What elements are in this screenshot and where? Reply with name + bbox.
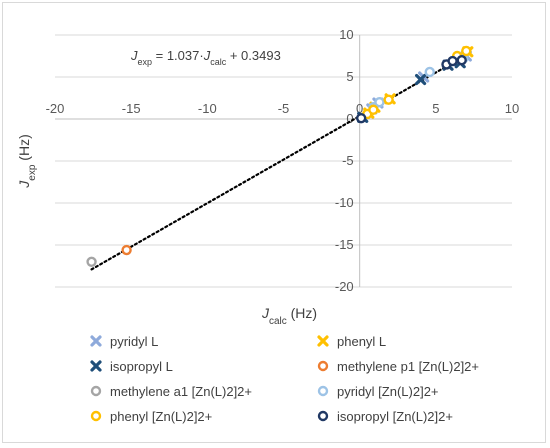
legend-label: isopropyl [Zn(L)2]2+ <box>337 408 453 424</box>
data-point <box>374 96 385 108</box>
y-axis-title: Jexp (Hz) <box>16 134 38 188</box>
data-point <box>461 45 472 57</box>
legend-label: isopropyl L <box>110 358 173 374</box>
legend-marker <box>90 360 102 372</box>
series-isopropyl-zn-l-2-2- <box>355 55 467 124</box>
x-tick-label: -15 <box>122 101 141 116</box>
legend-item: methylene a1 [Zn(L)2]2+ <box>88 383 252 399</box>
y-tick-label: -10 <box>335 195 354 210</box>
legend-symbol <box>317 335 329 347</box>
trendline <box>90 53 468 271</box>
x-tick-label: -20 <box>46 101 65 116</box>
x-tick-label: -10 <box>198 101 217 116</box>
data-point <box>121 244 132 256</box>
x-tick-label: -5 <box>278 101 290 116</box>
trendline-equation: Jexp = 1.037·Jcalc + 0.3493 <box>130 48 281 67</box>
y-tick-label: -5 <box>342 153 354 168</box>
chart-frame: -20 -15 -10 -5 0 5 10 -20 -15 -10 -5 0 5 10 Jexp = 1.0… <box>2 2 546 443</box>
legend-item: phenyl [Zn(L)2]2+ <box>88 408 212 424</box>
y-tick-label: -15 <box>335 237 354 252</box>
y-tick-label: 0 <box>346 111 353 126</box>
legend-marker <box>317 410 329 422</box>
legend-label: phenyl L <box>337 333 387 349</box>
y-tick-label: 5 <box>346 69 353 84</box>
legend-item: pyridyl L <box>88 333 158 349</box>
legend-item: phenyl L <box>315 333 386 349</box>
legend-item: pyridyl [Zn(L)2]2+ <box>315 383 439 399</box>
x-tick-label: 5 <box>432 101 439 116</box>
legend-item: methylene p1 [Zn(L)2]2+ <box>315 358 479 374</box>
data-point <box>355 112 367 124</box>
legend-symbol <box>90 335 102 347</box>
legend-marker <box>90 410 102 422</box>
legend-label: pyridyl [Zn(L)2]2+ <box>337 383 439 399</box>
legend-marker <box>90 335 102 347</box>
data-point <box>415 73 427 86</box>
data-point <box>86 256 97 267</box>
series-methylene-p1-zn-l-2-2- <box>121 244 132 256</box>
legend-item: isopropyl L <box>88 358 173 374</box>
data-point <box>424 66 435 78</box>
legend-marker <box>317 335 329 347</box>
legend-symbol <box>317 410 329 422</box>
legend-marker <box>317 360 329 372</box>
legend-symbol <box>90 385 102 397</box>
scatter-chart: -20 -15 -10 -5 0 5 10 -20 -15 -10 -5 0 5 10 Jexp = 1.0… <box>16 27 519 327</box>
legend-symbol <box>90 360 102 372</box>
data-point <box>447 55 458 67</box>
y-tick-label: -20 <box>335 279 354 294</box>
legend-marker <box>90 385 102 397</box>
legend-label: phenyl [Zn(L)2]2+ <box>110 408 213 424</box>
x-axis-title: Jcalc (Hz) <box>261 305 317 327</box>
legend-item: isopropyl [Zn(L)2]2+ <box>315 408 453 424</box>
data-point <box>368 104 379 115</box>
y-tick-label: 10 <box>339 27 353 42</box>
x-tick-label: 0 <box>356 101 363 116</box>
data-point <box>456 55 467 66</box>
x-tick-label: 10 <box>505 101 519 116</box>
legend-symbol <box>317 360 329 372</box>
data-point <box>383 94 394 105</box>
legend-symbol <box>317 385 329 397</box>
legend-marker <box>317 385 329 397</box>
legend-label: pyridyl L <box>110 333 159 349</box>
legend-symbol <box>90 410 102 422</box>
legend-label: methylene a1 [Zn(L)2]2+ <box>110 383 252 399</box>
legend-label: methylene p1 [Zn(L)2]2+ <box>337 358 479 374</box>
series-methylene-a1-zn-l-2-2- <box>86 256 97 267</box>
